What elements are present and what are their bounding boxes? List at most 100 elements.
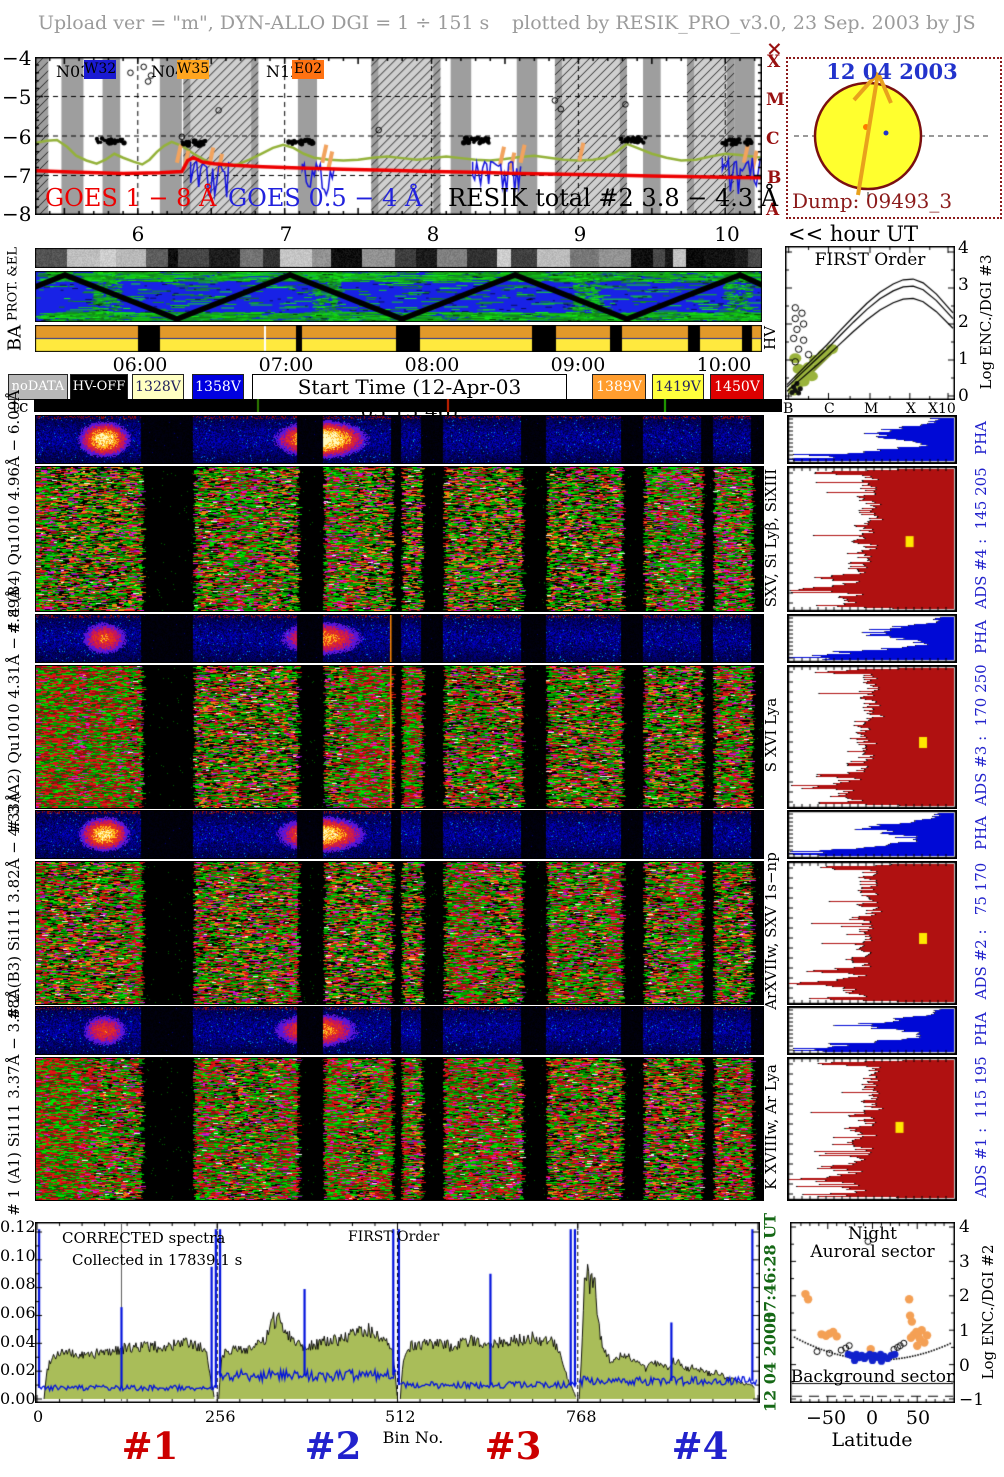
spectrogram-2-pha-panel — [35, 810, 764, 859]
corrected-ytick: 0.00 — [0, 1389, 36, 1408]
scatter-xtick: 50 — [905, 1407, 931, 1429]
latitude-scatter-plot — [790, 1222, 955, 1403]
goes-ytick: −7 — [2, 164, 32, 188]
spectrogram-4-ads-panel — [35, 466, 764, 612]
tc-label: tc — [12, 397, 29, 417]
legend-1450v: 1450V — [710, 374, 764, 400]
scatter-xtick: −50 — [806, 1407, 847, 1429]
scatter-ytick: −1 — [959, 1390, 985, 1410]
channel-1-label: # 1 (A1) Si111 3.37Å − 3.88Å — [5, 988, 23, 1216]
first-order-ytick: 3 — [958, 275, 969, 295]
corrected-subtitle: Collected in 17839.1 s — [72, 1251, 243, 1269]
corrected-spectra-plot — [35, 1222, 760, 1403]
pha-histogram-1 — [787, 1006, 957, 1055]
scatter-ytick: 2 — [959, 1286, 970, 1306]
background-sector-label: Background sector — [790, 1367, 955, 1387]
goes-xtick: 8 — [426, 222, 440, 246]
sun-disk-graphic — [794, 71, 990, 199]
time-tick: 06:00 — [112, 354, 168, 376]
resik-series-label: RESIK total #2 3.8 − 4.3 Å — [448, 184, 779, 212]
pha-histogram-2 — [787, 810, 957, 859]
first-order-ytick: 4 — [958, 238, 969, 258]
ads-label-4: ADS #4 : 145 205 — [972, 467, 990, 609]
ads-label-3: ADS #3 : 170 250 — [972, 664, 990, 806]
time-tick: 10:00 — [696, 354, 752, 376]
hour-ut-label: << hour UT — [788, 222, 918, 246]
corrected-order-label: FIRST Order — [348, 1229, 440, 1245]
ads-histogram-4 — [787, 466, 957, 612]
sun-dump-panel: 12 04 2003 Dump: 09493_3 — [786, 57, 1002, 219]
orbit-arrow-wing-left — [852, 71, 880, 102]
flare-site-dot-blue — [883, 130, 889, 136]
time-tick: 07:00 — [258, 354, 314, 376]
goes-flux-plot — [35, 57, 762, 215]
first-order-ytick: 2 — [958, 312, 969, 332]
spectrogram-1-ads-panel — [35, 1057, 764, 1201]
time-tick: 08:00 — [404, 354, 460, 376]
date-label-green: 12 04 2003 — [760, 1311, 780, 1413]
ba-voltage-bar — [35, 325, 762, 352]
legend-nodata: noDATA — [8, 374, 68, 400]
ads-label-2: ADS #2 : 75 170 — [972, 862, 990, 1000]
corrected-xtick: 256 — [205, 1407, 236, 1426]
ads-histogram-2 — [787, 861, 957, 1005]
goes-ytick: −6 — [2, 125, 32, 149]
flare-site-badge: E02 — [292, 60, 324, 79]
scatter-ytick: 3 — [959, 1252, 970, 1272]
corrected-xtick: 0 — [33, 1407, 44, 1426]
pha-label-4: PHA — [972, 420, 990, 456]
first-order-ytick: 1 — [958, 349, 969, 369]
tc-timeline-bar — [34, 399, 782, 412]
flare-pos-label: N03 — [56, 62, 91, 81]
goes-xtick: 9 — [573, 222, 587, 246]
legend-hv-off: HV-OFF — [70, 374, 128, 400]
sun-date: 12 04 2003 — [826, 59, 958, 84]
legend-1328v: 1328V — [132, 374, 184, 400]
flare-pos-label: N12 — [266, 62, 301, 81]
legend-1389v: 1389V — [592, 374, 646, 400]
first-order-xtick: M — [864, 401, 879, 417]
orbit-arrow-shaft — [856, 72, 880, 196]
pha-histogram-3 — [787, 614, 957, 663]
corrected-xtick: 512 — [385, 1407, 416, 1426]
pha-label-3: PHA — [972, 619, 990, 655]
spectrogram-3-ads-panel — [35, 665, 764, 809]
first-order-xtick: X10 — [928, 401, 956, 417]
goes-ytick: −4 — [2, 46, 32, 70]
x-marker: × — [766, 36, 783, 60]
line-id-label-4: SXV, Si Lyβ, SiXIII — [762, 468, 780, 608]
goes-class-c: C — [766, 129, 780, 149]
flare-pos-label: N04 — [151, 62, 186, 81]
goes-xtick: 6 — [131, 222, 145, 246]
segment-4-label: #4 — [671, 1424, 729, 1468]
goes-ytick: −5 — [2, 85, 32, 109]
spectrogram-4-pha-panel — [35, 415, 764, 464]
time-tick: 09:00 — [550, 354, 606, 376]
flare-site-badge: W32 — [84, 60, 117, 79]
line-id-label-1: K XVIIIw, Ar Lya — [762, 1064, 780, 1190]
channel-2-label: # 2 (B3) Si111 3.82Å − 4.33Å — [5, 792, 23, 1020]
pha-label-1: PHA — [972, 1011, 990, 1047]
latitude-label: Latitude — [831, 1429, 913, 1451]
ba-axis-label: BA — [4, 324, 26, 352]
corrected-ytick: 0.08 — [0, 1274, 36, 1293]
goes-class-x: X — [767, 52, 781, 72]
first-order-ylabel: Log ENC./DGI #3 — [977, 254, 995, 390]
goes-series-label: GOES 1 − 8 Å — [45, 184, 217, 212]
pha-label-2: PHA — [972, 815, 990, 851]
segment-3-label: #3 — [484, 1424, 542, 1468]
prot-el-axis-label: PROT. &EL — [5, 247, 21, 321]
corrected-ytick: 0.10 — [0, 1246, 36, 1265]
proton-electron-panel — [35, 271, 762, 322]
bin-no-label: Bin No. — [382, 1428, 444, 1447]
scatter-xtick: 0 — [865, 1407, 879, 1429]
orbit-arrow-wing-right — [876, 72, 893, 104]
header-right: plotted by RESIK_PRO_v3.0, 23 Sep. 2003 … — [512, 12, 976, 34]
goes-ytick: −8 — [2, 202, 32, 226]
first-order-ytick: 0 — [958, 386, 969, 406]
legend-1358v: 1358V — [192, 374, 244, 400]
scatter-ytick: 1 — [959, 1321, 970, 1341]
corrected-ytick: 0.12 — [0, 1217, 36, 1236]
dump-label: Dump: 09493_3 — [792, 189, 953, 213]
